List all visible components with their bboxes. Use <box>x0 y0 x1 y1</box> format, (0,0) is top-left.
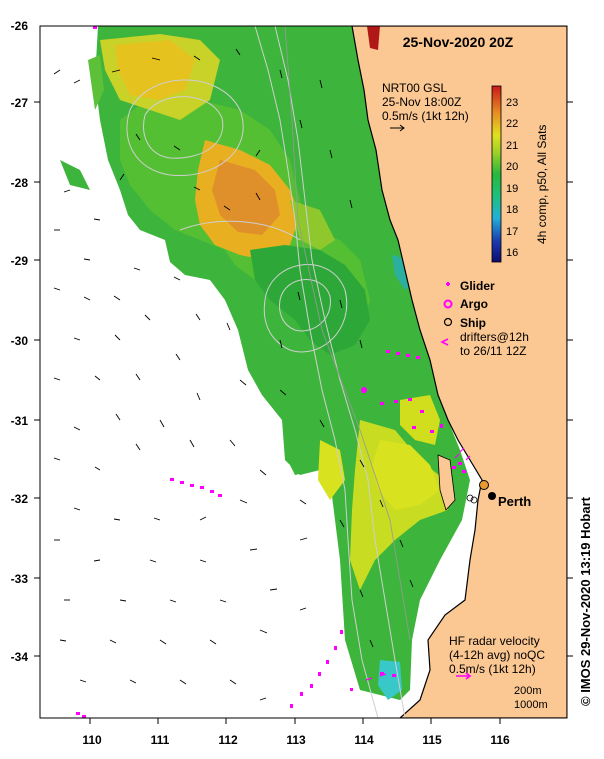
drifter-symbol <box>440 338 449 346</box>
model-time: 25-Nov 18:00Z <box>382 95 461 109</box>
x-tick-label: 114 <box>354 733 374 747</box>
scale-arrow-icon <box>390 124 405 132</box>
x-tick-label: 112 <box>218 733 238 747</box>
y-tick-marks <box>34 101 573 657</box>
y-tick-label: -30 <box>11 334 29 348</box>
colorbar <box>491 85 502 263</box>
legend-argo: Argo <box>460 297 488 311</box>
x-tick-marks <box>89 718 501 724</box>
hot-patch <box>367 26 380 50</box>
legend-glider: Glider <box>460 279 495 293</box>
rottnest-island <box>437 454 456 511</box>
bathymetry-contours <box>126 26 406 718</box>
hf-scale-arrow-icon <box>456 672 472 680</box>
legend-drifters-2: to 26/11 12Z <box>460 344 527 358</box>
argo-symbol <box>443 299 453 309</box>
glider-tracks <box>76 26 466 718</box>
y-tick-label: -34 <box>11 650 29 664</box>
hf-radar-line3: 0.5m/s (1kt 12h) <box>449 662 536 676</box>
colorbar-tick: 18 <box>506 204 518 216</box>
hf-radar-vectors <box>365 447 471 681</box>
x-tick-label: 113 <box>286 733 306 747</box>
isobath-1000m-label: 1000m <box>514 699 548 711</box>
y-tick-label: -32 <box>11 492 29 506</box>
map-title: 25-Nov-2020 20Z <box>403 34 514 50</box>
colorbar-tick: 17 <box>506 226 518 238</box>
colorbar-tick: 16 <box>506 247 518 259</box>
perth-marker <box>479 480 489 490</box>
argo-float <box>361 387 367 393</box>
y-tick-label: -27 <box>11 96 29 110</box>
isobath-200m-label: 200m <box>514 685 542 697</box>
perth-label: Perth <box>498 494 531 509</box>
glider-symbol <box>446 282 450 286</box>
current-vectors <box>53 48 414 701</box>
x-tick-label: 116 <box>490 733 510 747</box>
legend-drifters-1: drifters@12h <box>460 330 529 344</box>
legend-ship: Ship <box>460 316 486 330</box>
x-tick-label: 110 <box>82 733 102 747</box>
colorbar-tick: 20 <box>506 161 518 173</box>
x-tick-label: 115 <box>422 733 442 747</box>
colorbar-tick: 19 <box>506 183 518 195</box>
credit-text: © IMOS 29-Nov-2020 13:19 Hobart <box>578 497 593 706</box>
y-tick-label: -33 <box>11 572 29 586</box>
land-mass <box>351 26 567 718</box>
model-scale: 0.5m/s (1kt 12h) <box>382 109 469 123</box>
y-tick-label: -31 <box>11 414 29 428</box>
hf-radar-line2: (4-12h avg) noQC <box>449 648 545 662</box>
hf-radar-line1: HF radar velocity <box>449 634 540 648</box>
y-tick-label: -26 <box>11 19 29 33</box>
plot-frame <box>39 25 568 719</box>
colorbar-tick: 21 <box>506 140 518 152</box>
y-tick-label: -29 <box>11 254 29 268</box>
isobath-200m <box>284 26 411 641</box>
ship-markers <box>466 494 478 504</box>
colorbar-tick: 23 <box>506 97 518 109</box>
ship-symbol <box>443 317 453 327</box>
x-tick-label: 111 <box>151 733 170 747</box>
colorbar-label: 4h comp, p50, All Sats <box>535 125 549 244</box>
y-tick-label: -28 <box>11 176 29 190</box>
colorbar-tick: 22 <box>506 118 518 130</box>
model-label: NRT00 GSL <box>382 81 447 95</box>
perth-city-dot <box>488 492 496 500</box>
